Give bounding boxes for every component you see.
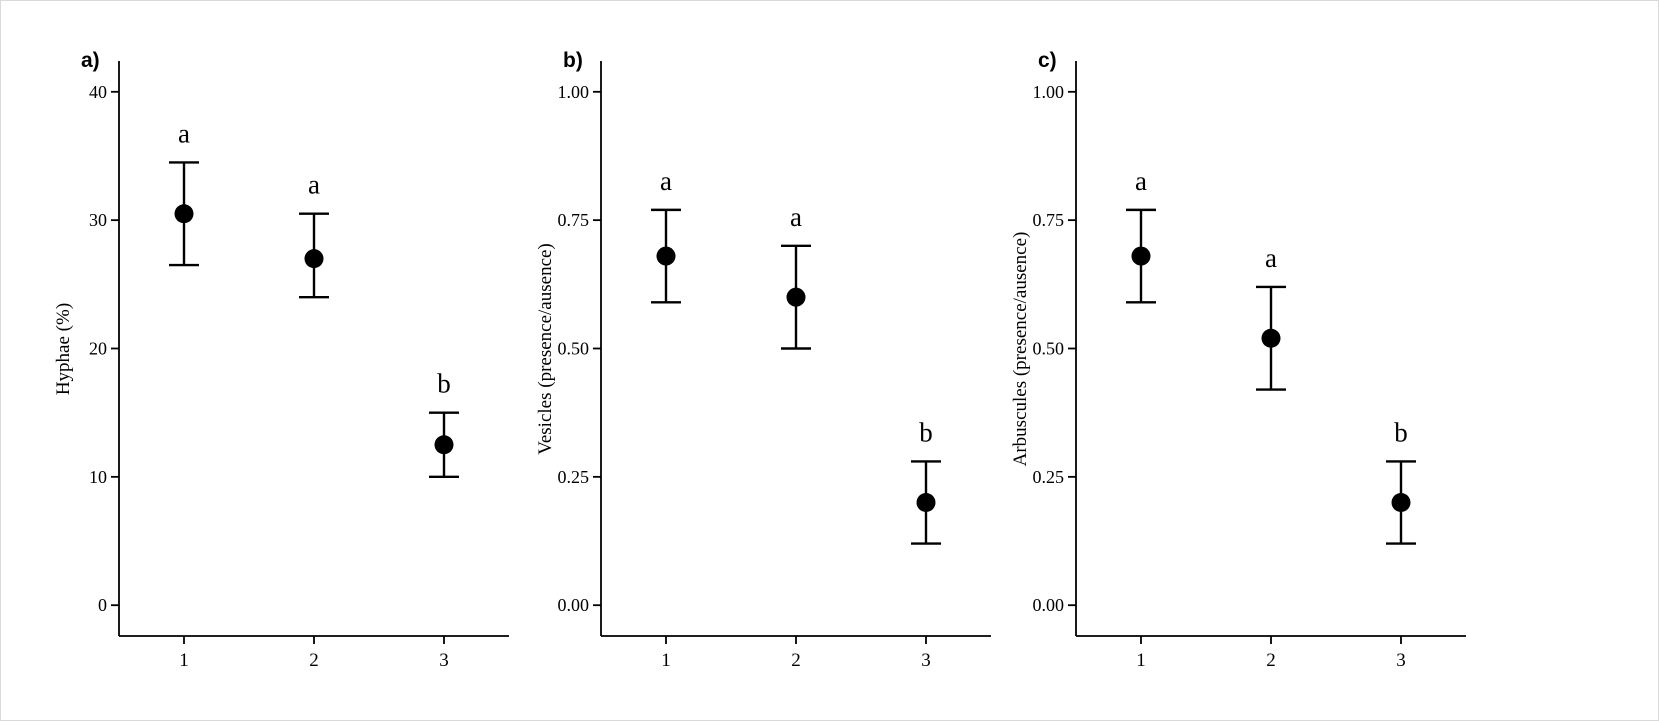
x-tick-label: 2 [791, 650, 801, 671]
significance-letter: a [178, 118, 190, 148]
y-tick-label: 20 [89, 339, 107, 359]
x-tick-label: 3 [439, 650, 449, 671]
data-point [786, 287, 806, 307]
significance-letter: a [308, 170, 320, 200]
data-point [1391, 493, 1411, 513]
y-axis-title-hyphae: Hyphae (%) [53, 302, 74, 396]
y-tick-label: 0.75 [558, 210, 590, 230]
data-point [656, 246, 676, 266]
y-tick-label: 1.00 [558, 82, 590, 102]
y-tick-label: 0.50 [558, 339, 590, 359]
x-tick-label: 2 [1266, 650, 1276, 671]
significance-letter: b [919, 417, 933, 447]
y-tick-label: 1.00 [1033, 82, 1065, 102]
x-tick-label: 3 [1396, 650, 1406, 671]
chart-vesicles: 0.00 0.25 0.50 0.75 1.00 1 2 3 a a b [558, 61, 991, 671]
y-tick-label: 30 [89, 210, 107, 230]
data-point [1261, 328, 1281, 348]
panel-b: 0.00 0.25 0.50 0.75 1.00 1 2 3 a a b [526, 11, 1006, 701]
significance-letter: b [437, 369, 451, 399]
data-point [174, 204, 194, 224]
x-tick-label: 1 [1136, 650, 1146, 671]
y-tick-label: 10 [89, 467, 107, 487]
y-tick-label: 0.25 [1033, 467, 1065, 487]
significance-letter: a [790, 202, 802, 232]
y-tick-label: 0.00 [558, 595, 590, 615]
y-tick-label: 0.00 [1033, 595, 1065, 615]
x-tick-label: 3 [921, 650, 931, 671]
y-axis-title-vesicles: Vesicles (presence/ausence) [535, 243, 556, 455]
panel-a: 0 10 20 30 40 1 2 3 a a b [44, 11, 524, 701]
significance-letter: a [660, 166, 672, 196]
panel-b-label: b) [563, 49, 583, 72]
x-tick-label: 2 [309, 650, 319, 671]
data-point [1131, 246, 1151, 266]
y-tick-label: 0.75 [1033, 210, 1065, 230]
chart-arbuscules: 0.00 0.25 0.50 0.75 1.00 1 2 3 a a b [1033, 61, 1466, 671]
data-point [434, 435, 454, 455]
y-axis-title-arbuscules: Arbuscules (presence/ausence) [1010, 231, 1031, 467]
y-tick-label: 0 [98, 595, 107, 615]
significance-letter: a [1265, 243, 1277, 273]
significance-letter: a [1135, 166, 1147, 196]
data-point [916, 493, 936, 513]
y-tick-label: 0.50 [1033, 339, 1065, 359]
data-point [304, 249, 324, 269]
chart-hyphae: 0 10 20 30 40 1 2 3 a a b [89, 61, 509, 671]
x-tick-label: 1 [179, 650, 189, 671]
panel-a-label: a) [81, 49, 100, 72]
y-tick-label: 40 [89, 82, 107, 102]
panel-c: 0.00 0.25 0.50 0.75 1.00 1 2 3 a a b [1001, 11, 1481, 701]
y-tick-label: 0.25 [558, 467, 590, 487]
panel-c-label: c) [1038, 49, 1057, 72]
significance-letter: b [1394, 417, 1408, 447]
x-tick-label: 1 [661, 650, 671, 671]
